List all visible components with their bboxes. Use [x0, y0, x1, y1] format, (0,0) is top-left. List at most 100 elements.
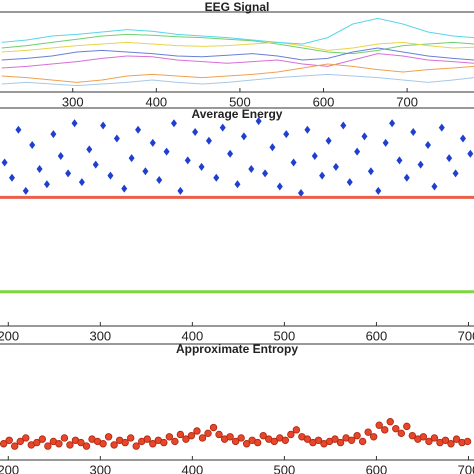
circle-point — [392, 424, 400, 433]
diamond-point — [65, 169, 72, 178]
diamond-point — [50, 130, 57, 139]
circle-point — [452, 435, 461, 443]
circle-point — [55, 440, 63, 448]
chart-title: Approximate Entropy — [176, 342, 298, 356]
x-tick-label: 300 — [62, 94, 84, 109]
diamond-point — [107, 171, 114, 180]
diamond-point — [354, 147, 361, 156]
diamond-point — [375, 186, 382, 195]
diamond-point — [43, 180, 50, 189]
diamond-point — [269, 143, 276, 152]
circle-point — [149, 440, 157, 448]
circle-point — [198, 434, 207, 442]
circle-point — [143, 435, 151, 443]
circle-point — [193, 427, 201, 435]
circle-point — [165, 433, 174, 441]
circle-point — [419, 433, 428, 441]
x-tick-label: 400 — [182, 328, 204, 343]
circle-point — [408, 431, 417, 440]
series-line — [1, 63, 474, 83]
diamond-point — [1, 158, 8, 167]
circle-point — [126, 434, 135, 442]
diamond-point — [332, 162, 339, 171]
diamond-point — [170, 119, 177, 128]
diamond-point — [177, 186, 184, 195]
circle-point — [0, 440, 8, 448]
x-tick-label: 400 — [145, 94, 167, 109]
circle-point — [441, 436, 450, 444]
circle-point — [60, 434, 69, 442]
x-tick-label: 700 — [396, 94, 418, 109]
diamond-point — [184, 156, 191, 165]
circle-point — [182, 435, 190, 443]
circle-point — [347, 436, 356, 444]
diamond-point — [29, 141, 36, 150]
circle-point — [259, 431, 267, 440]
series-line — [1, 41, 474, 53]
circle-point — [358, 437, 367, 446]
diamond-point — [367, 167, 374, 176]
x-tick-label: 400 — [182, 462, 204, 474]
circle-point — [314, 436, 323, 444]
circle-point — [171, 437, 179, 446]
series-line — [1, 33, 474, 55]
circle-point — [281, 436, 290, 444]
circle-point — [22, 434, 30, 442]
x-tick-label: 700 — [458, 462, 474, 474]
diamond-point — [163, 147, 170, 156]
circle-point — [463, 437, 472, 446]
diamond-point — [290, 158, 297, 167]
circle-point — [430, 434, 439, 442]
circle-point — [82, 442, 91, 450]
circle-point — [303, 435, 312, 443]
diamond-point — [57, 151, 64, 160]
diamond-point — [121, 184, 128, 193]
diamond-point — [424, 141, 431, 150]
diamond-point — [389, 119, 396, 128]
diamond-point — [192, 127, 199, 136]
circle-point — [132, 442, 140, 450]
circle-point — [160, 438, 168, 447]
circle-point — [104, 433, 113, 441]
circle-point — [231, 437, 240, 446]
circle-point — [209, 423, 218, 432]
diamond-point — [86, 145, 93, 154]
circle-point — [187, 431, 196, 440]
circle-point — [353, 431, 361, 440]
circle-point — [447, 440, 455, 448]
circle-point — [33, 438, 41, 447]
diamond-point — [142, 167, 149, 176]
diamond-point — [219, 123, 226, 132]
circle-point — [38, 435, 47, 443]
x-tick-label: 600 — [366, 328, 388, 343]
x-tick-label: 500 — [229, 94, 251, 109]
diamond-point — [36, 165, 43, 174]
diamond-point — [227, 149, 234, 158]
diamond-point — [382, 138, 389, 147]
diamond-point — [255, 117, 262, 126]
circle-point — [364, 428, 372, 436]
x-tick-label: 600 — [313, 94, 335, 109]
diamond-point — [276, 182, 283, 191]
series-line — [1, 47, 474, 61]
diamond-point — [234, 180, 241, 189]
x-tick-label: 500 — [274, 328, 296, 343]
diamond-point — [198, 162, 205, 171]
diamond-point — [304, 125, 311, 134]
diamond-point — [135, 125, 142, 134]
diamond-point — [156, 175, 163, 184]
x-tick-label: 300 — [89, 328, 111, 343]
circle-point — [331, 435, 339, 443]
diamond-point — [149, 138, 156, 147]
diamond-point — [361, 132, 368, 141]
diamond-point — [128, 154, 135, 163]
circle-point — [110, 441, 118, 449]
diamond-point — [92, 160, 99, 169]
series-line — [1, 53, 474, 69]
diamond-point — [78, 178, 85, 187]
diamond-point — [340, 121, 347, 130]
circle-point — [176, 430, 185, 439]
diamond-point — [346, 178, 353, 187]
x-tick-label: 200 — [0, 462, 19, 474]
